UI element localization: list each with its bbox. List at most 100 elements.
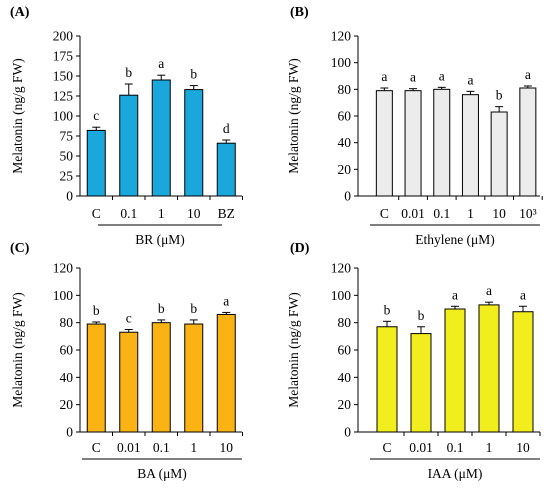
significance-letter: a xyxy=(158,56,164,71)
y-tick-label: 200 xyxy=(53,29,74,44)
bar xyxy=(119,94,139,197)
significance-letter: c xyxy=(126,311,132,326)
x-tick-label: 0.1 xyxy=(447,440,464,455)
x-tick-label: 0.01 xyxy=(401,206,425,221)
x-axis-title: BR (μM) xyxy=(135,232,185,247)
x-tick-label: 0.1 xyxy=(433,206,450,221)
y-axis-title: Melatonin (ng/g FW) xyxy=(10,58,25,173)
significance-letter: a xyxy=(520,287,526,302)
significance-letter: a xyxy=(486,283,492,298)
significance-letter: a xyxy=(452,287,458,302)
y-tick-label: 0 xyxy=(344,189,351,204)
bar xyxy=(410,333,432,433)
x-tick-label: 0.01 xyxy=(117,440,141,455)
x-tick-label: C xyxy=(382,440,391,455)
y-tick-label: 80 xyxy=(338,82,352,97)
bar xyxy=(119,331,139,433)
y-axis-title: Melatonin (ng/g FW) xyxy=(286,58,301,173)
y-tick-label: 80 xyxy=(338,315,352,330)
bar xyxy=(184,89,204,197)
significance-letter: a xyxy=(439,68,445,83)
y-tick-label: 60 xyxy=(338,109,352,124)
bar xyxy=(216,142,236,197)
x-tick-label: C xyxy=(92,440,101,455)
y-axis-title: Melatonin (ng/g FW) xyxy=(10,292,25,407)
y-tick-label: 0 xyxy=(344,425,351,440)
x-tick-label: 1 xyxy=(467,206,474,221)
y-tick-label: 120 xyxy=(53,261,74,276)
y-tick-label: 175 xyxy=(53,49,74,64)
y-tick-label: 40 xyxy=(60,370,74,385)
y-tick-label: 100 xyxy=(331,55,352,70)
y-tick-label: 0 xyxy=(66,189,73,204)
significance-letter: b xyxy=(158,301,165,316)
y-tick-label: 80 xyxy=(60,315,74,330)
panel-label: (B) xyxy=(290,5,309,20)
chart-panel: (C) Melatonin (ng/g FW) 0 20 40 60 80 100 120 b Cc… xyxy=(10,241,243,481)
significance-letter: a xyxy=(381,69,387,84)
y-tick-label: 20 xyxy=(338,162,352,177)
x-tick-label: 10 xyxy=(492,206,506,221)
y-tick-label: 50 xyxy=(60,149,74,164)
y-tick-label: 25 xyxy=(60,169,74,184)
x-tick-label: 10 xyxy=(516,440,530,455)
y-tick-label: 120 xyxy=(331,29,352,44)
bar xyxy=(478,304,500,433)
bar xyxy=(151,79,171,197)
bar xyxy=(86,129,106,197)
panel-label: (C) xyxy=(10,241,30,256)
significance-letter: b xyxy=(190,67,197,82)
x-tick-label: C xyxy=(92,206,101,221)
y-tick-label: 100 xyxy=(53,109,74,124)
chart-panel: (B) Melatonin (ng/g FW) 0 20 40 60 80 100 120 a Ca… xyxy=(286,5,543,247)
x-tick-label: 0.1 xyxy=(153,440,170,455)
x-tick-label: 1 xyxy=(158,206,165,221)
x-axis-title: IAA (μM) xyxy=(428,466,483,481)
significance-letter: a xyxy=(467,72,473,87)
y-tick-label: 75 xyxy=(60,129,74,144)
x-tick-label: C xyxy=(380,206,389,221)
y-tick-label: 60 xyxy=(338,343,352,358)
x-tick-label: BZ xyxy=(218,206,235,221)
x-tick-label: 1 xyxy=(486,440,493,455)
x-tick-label: 10 xyxy=(220,440,234,455)
x-tick-label: 10³ xyxy=(519,206,537,221)
significance-letter: c xyxy=(93,108,99,123)
y-tick-label: 40 xyxy=(338,135,352,150)
bar xyxy=(519,87,537,197)
bar xyxy=(433,88,451,197)
bar xyxy=(375,90,393,197)
y-tick-label: 0 xyxy=(66,425,73,440)
y-tick-label: 150 xyxy=(53,69,74,84)
x-tick-label: 10 xyxy=(187,206,201,221)
chart-panel: (D) Melatonin (ng/g FW) 0 20 40 60 80 100 120 b Cb… xyxy=(286,241,541,481)
y-tick-label: 20 xyxy=(338,397,352,412)
significance-letter: b xyxy=(496,88,503,103)
significance-letter: b xyxy=(418,308,425,323)
x-tick-label: 0.1 xyxy=(120,206,137,221)
bar xyxy=(376,326,398,433)
chart-panel: (A) Melatonin (ng/g FW) 0 25 50 75 100 125 150 17… xyxy=(10,5,243,247)
significance-letter: a xyxy=(525,67,531,82)
significance-letter: a xyxy=(410,70,416,85)
y-axis-title: Melatonin (ng/g FW) xyxy=(286,292,301,407)
x-tick-label: 1 xyxy=(190,440,197,455)
y-tick-label: 100 xyxy=(53,288,74,303)
y-tick-label: 40 xyxy=(338,370,352,385)
panel-label: (A) xyxy=(10,5,30,20)
bar xyxy=(490,111,508,197)
bar xyxy=(216,313,236,433)
x-axis-title: BA (μM) xyxy=(137,466,187,481)
significance-letter: a xyxy=(223,293,229,308)
bar xyxy=(151,322,171,433)
bar xyxy=(184,323,204,433)
y-tick-label: 125 xyxy=(53,89,74,104)
y-tick-label: 20 xyxy=(60,397,74,412)
y-tick-label: 120 xyxy=(331,261,352,276)
significance-letter: b xyxy=(384,302,391,317)
significance-letter: d xyxy=(223,121,230,136)
bar xyxy=(404,90,422,197)
bar xyxy=(461,94,479,197)
bar xyxy=(86,323,106,433)
